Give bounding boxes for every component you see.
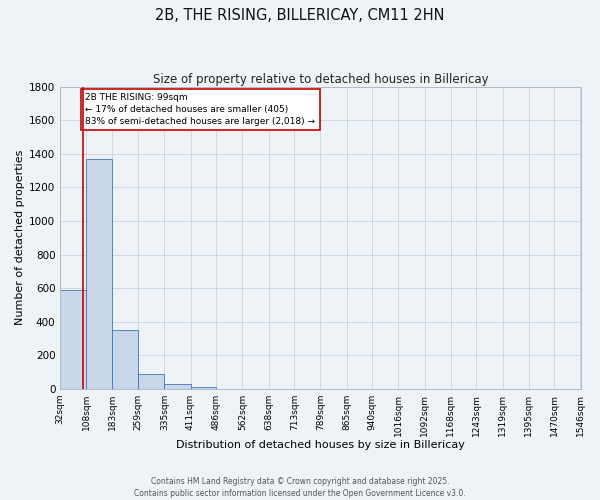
Bar — [138, 374, 164, 389]
Text: 2B, THE RISING, BILLERICAY, CM11 2HN: 2B, THE RISING, BILLERICAY, CM11 2HN — [155, 8, 445, 22]
Text: Contains HM Land Registry data © Crown copyright and database right 2025.
Contai: Contains HM Land Registry data © Crown c… — [134, 476, 466, 498]
Title: Size of property relative to detached houses in Billericay: Size of property relative to detached ho… — [152, 72, 488, 86]
Bar — [60, 290, 86, 389]
Bar — [112, 330, 138, 389]
Text: 2B THE RISING: 99sqm
← 17% of detached houses are smaller (405)
83% of semi-deta: 2B THE RISING: 99sqm ← 17% of detached h… — [85, 94, 315, 126]
Bar — [164, 384, 191, 389]
Bar — [191, 387, 216, 389]
Bar — [86, 159, 112, 389]
X-axis label: Distribution of detached houses by size in Billericay: Distribution of detached houses by size … — [176, 440, 465, 450]
Y-axis label: Number of detached properties: Number of detached properties — [15, 150, 25, 326]
